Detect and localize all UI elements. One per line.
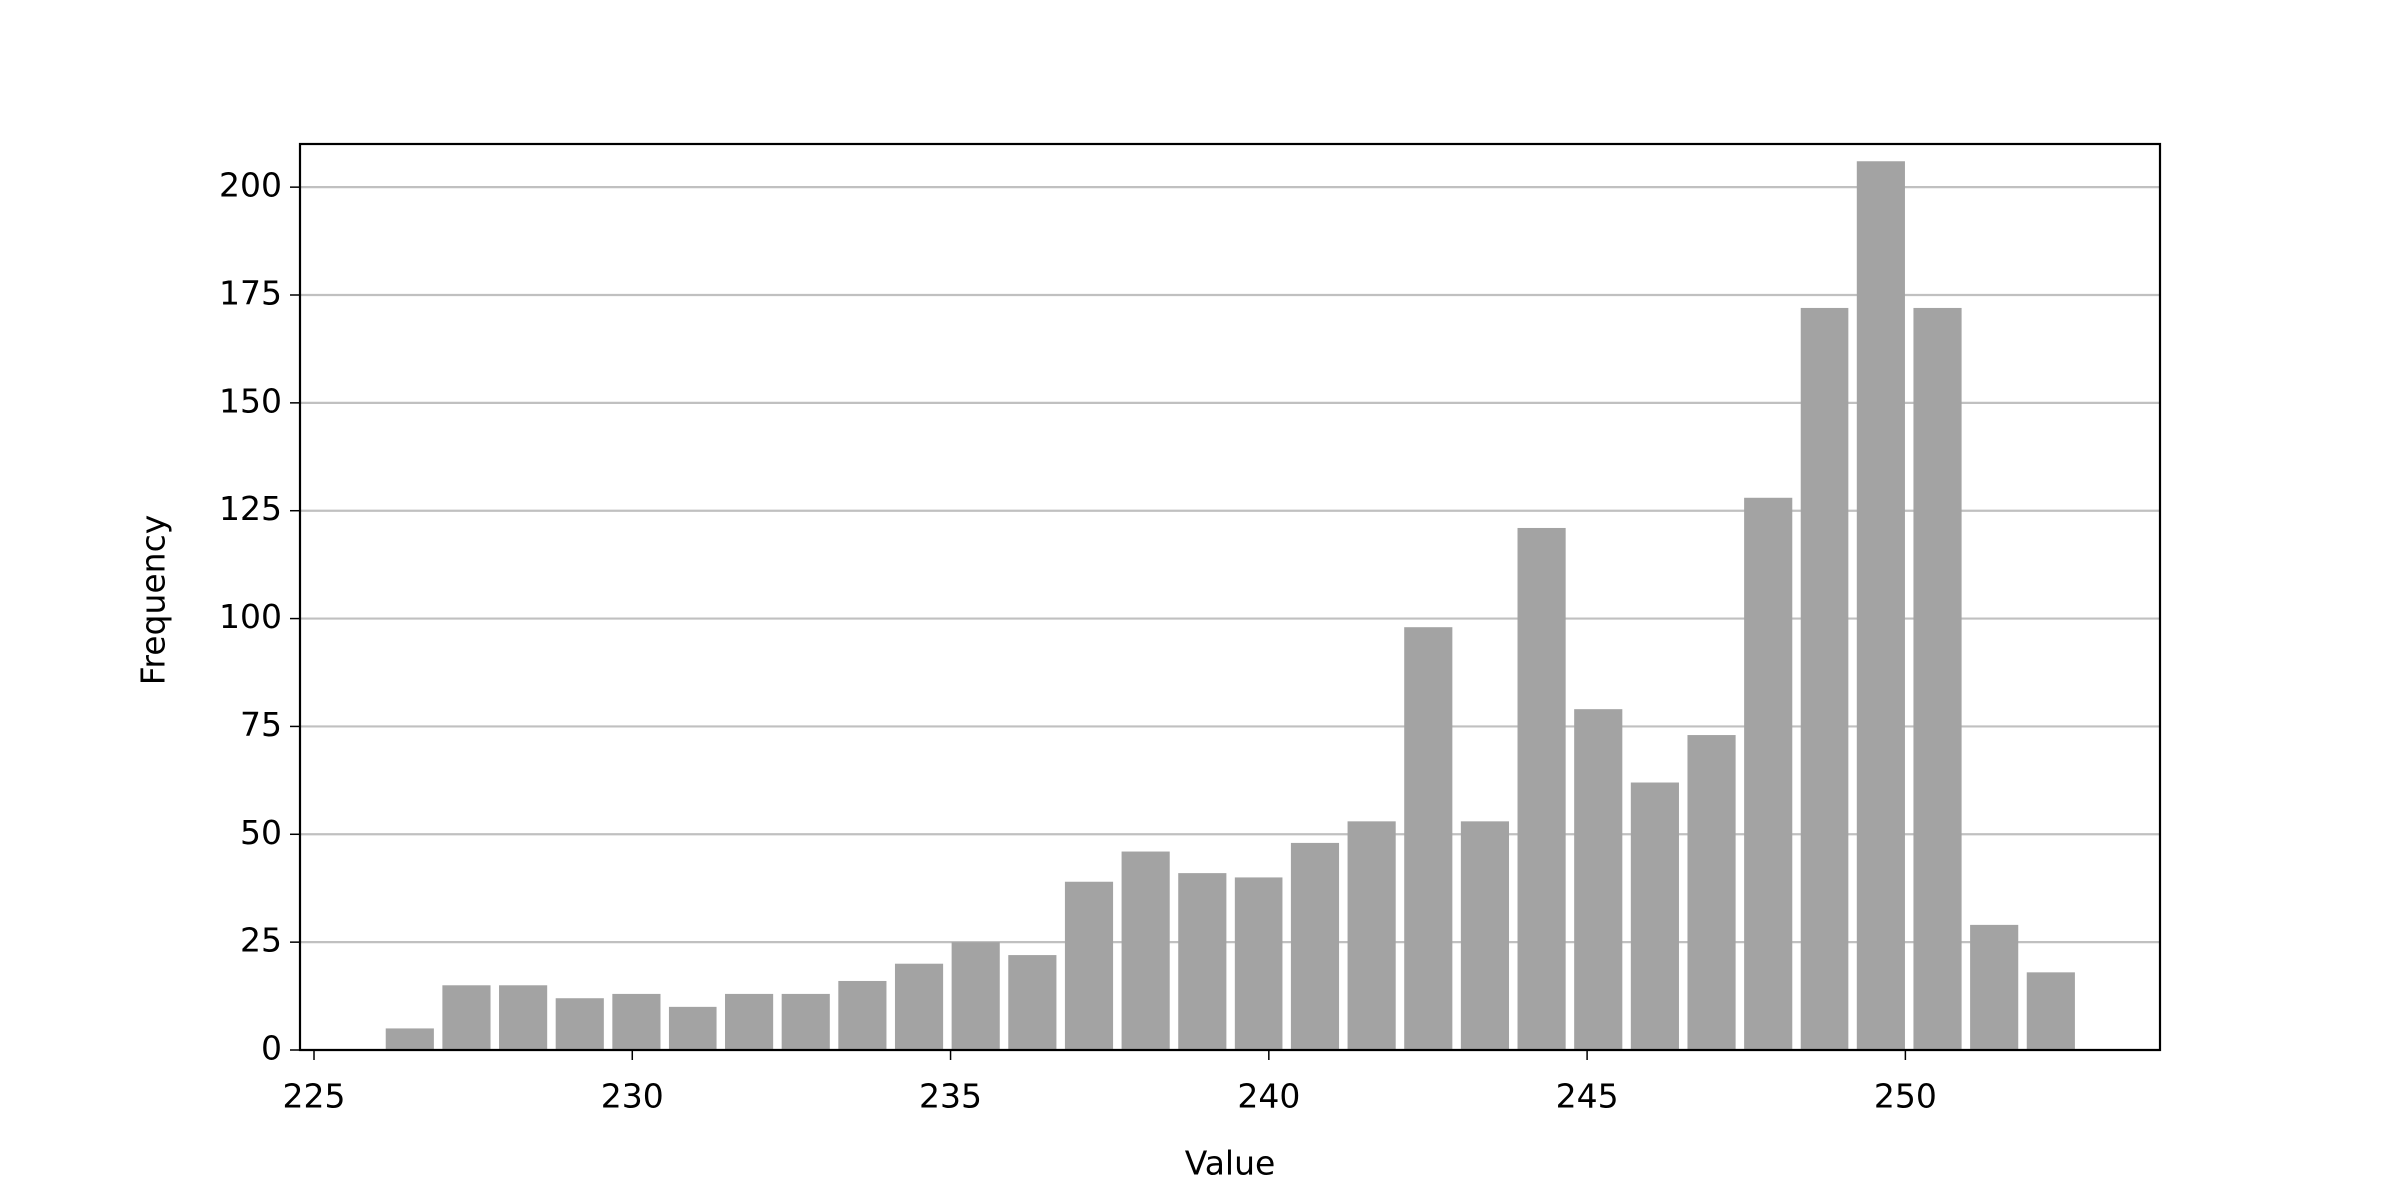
bar bbox=[1744, 497, 1793, 1050]
bar bbox=[1856, 161, 1905, 1050]
bar bbox=[1970, 924, 2019, 1050]
y-axis-label: Frequency bbox=[134, 515, 173, 685]
bar bbox=[1347, 821, 1396, 1050]
bar bbox=[725, 993, 774, 1050]
bar bbox=[385, 1028, 434, 1050]
bar bbox=[1630, 782, 1679, 1050]
bar bbox=[781, 993, 830, 1050]
bar bbox=[1290, 842, 1340, 1050]
bar bbox=[1913, 307, 1962, 1050]
y-tick-label: 25 bbox=[240, 921, 282, 960]
x-axis-label: Value bbox=[1185, 1144, 1276, 1183]
bar bbox=[612, 993, 661, 1050]
y-tick-label: 200 bbox=[219, 166, 282, 205]
y-tick-label: 150 bbox=[219, 381, 282, 420]
y-tick-label: 125 bbox=[219, 489, 282, 528]
bar bbox=[1064, 881, 1114, 1050]
bar bbox=[838, 980, 887, 1050]
bar bbox=[555, 998, 604, 1050]
x-tick-label: 245 bbox=[1556, 1077, 1619, 1116]
y-tick-label: 75 bbox=[240, 705, 282, 744]
bar bbox=[894, 963, 944, 1050]
bar bbox=[1574, 709, 1623, 1050]
bar bbox=[499, 985, 548, 1050]
x-tick-label: 240 bbox=[1237, 1077, 1300, 1116]
bar bbox=[442, 985, 491, 1050]
x-tick-label: 235 bbox=[919, 1077, 982, 1116]
bar bbox=[1178, 873, 1227, 1050]
bar bbox=[1460, 821, 1510, 1050]
bar bbox=[1800, 307, 1849, 1050]
bar bbox=[2026, 972, 2075, 1050]
bar bbox=[668, 1006, 717, 1050]
y-tick-label: 0 bbox=[261, 1029, 282, 1068]
x-tick-label: 250 bbox=[1874, 1077, 1937, 1116]
x-tick-label: 230 bbox=[601, 1077, 664, 1116]
y-tick-label: 100 bbox=[219, 597, 282, 636]
x-tick-label: 225 bbox=[283, 1077, 346, 1116]
bar bbox=[1687, 735, 1736, 1050]
bar bbox=[1234, 877, 1283, 1050]
bar bbox=[1404, 627, 1453, 1050]
bar bbox=[1517, 527, 1566, 1050]
bar bbox=[1121, 851, 1170, 1050]
bar bbox=[951, 942, 1000, 1050]
y-tick-label: 175 bbox=[219, 274, 282, 313]
plot-frame bbox=[298, 142, 2162, 1052]
bar bbox=[1008, 955, 1057, 1050]
y-tick-label: 50 bbox=[240, 813, 282, 852]
